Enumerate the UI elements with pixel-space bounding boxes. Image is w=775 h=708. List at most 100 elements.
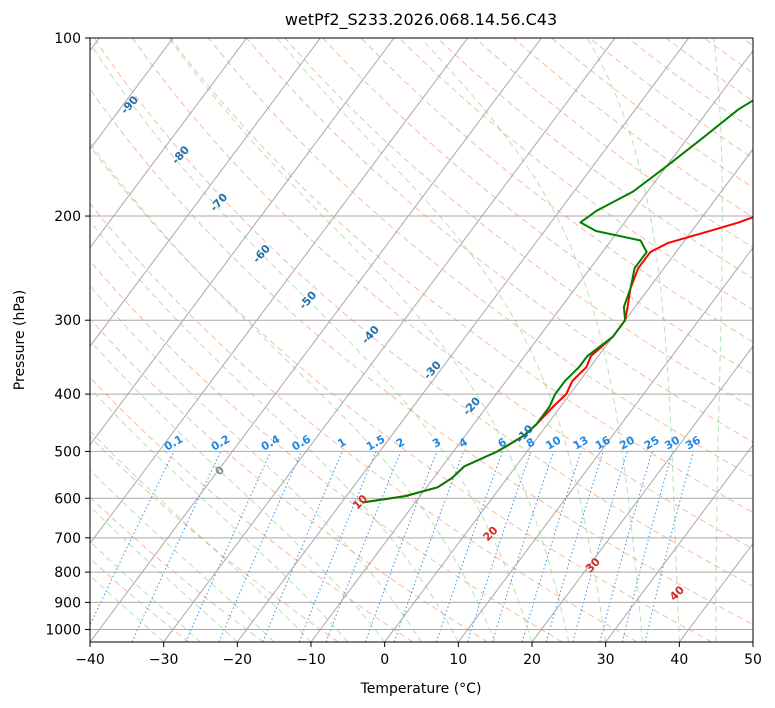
mixing-ratio-line [491,451,555,642]
isotherm-line [90,38,469,545]
isotherm-line [752,641,753,642]
mixing-ratio-label: 4 [457,435,470,450]
series-layer [362,99,753,504]
dry-adiabat-label: -100 [56,52,84,81]
mixing-ratio-lines [90,451,694,642]
y-tick-label: 200 [54,209,81,225]
isotherm-line [678,542,753,642]
mixing-ratio-label: 20 [617,433,637,452]
dry-adiabat-line [475,38,753,249]
dry-adiabat-line [208,38,753,478]
moist-adiabat-line [90,430,312,642]
dry-adiabat-line [90,318,488,642]
y-tick-label: 600 [54,491,81,507]
x-tick-label: 20 [523,652,541,668]
y-tick-label: 1000 [45,622,81,638]
dry-adiabat-line [90,260,563,642]
mixing-ratio-label: 8 [524,435,537,450]
x-axis-label: Temperature (°C) [360,681,482,697]
mixing-ratio-line [521,451,582,642]
isotherm-line [90,38,248,249]
dry-adiabat-label: -40 [359,323,382,347]
x-tick-label: 50 [744,652,762,668]
dry-adiabat-line [322,38,753,376]
mixing-ratio-label: 1.5 [364,432,387,453]
y-tick-label: 300 [54,313,81,329]
plot-frame [89,37,754,643]
mixing-ratio-line [364,451,438,642]
mixing-ratio-line [621,451,674,642]
mixing-ratio-line [185,451,272,642]
dry-adiabats [90,38,753,642]
moist-adiabat-line [90,285,422,642]
moist-adiabat-line [420,38,643,642]
mixing-ratio-label: 6 [496,435,509,450]
series-line [362,216,753,504]
mixing-ratio-line [435,451,503,642]
x-tick-label: −30 [149,652,179,668]
moist-adiabat-line [90,220,459,642]
x-tick-label: 30 [597,652,615,668]
chart-title: wetPf2_S233.2026.068.14.56.C43 [285,10,557,30]
y-tick-label: 900 [54,595,81,611]
dry-adiabat-label: -90 [118,93,141,117]
moist-adiabat-line [586,38,680,642]
mixing-ratio-line [393,451,465,642]
moist-adiabats [90,38,723,642]
mixing-ratio-label: 30 [662,433,682,452]
y-tick-label: 400 [54,387,81,403]
dry-adiabat-line [170,38,753,513]
moist-adiabat-line [713,38,723,642]
mixing-ratio-label: 1 [335,435,348,450]
moist-adiabat-line [90,540,201,642]
mixing-ratio-label: 0.1 [162,432,185,453]
y-tick-label: 800 [54,565,81,581]
series-line [362,99,753,504]
mixing-ratio-label: 10 [544,433,564,452]
dry-adiabat-line [513,38,753,218]
isotherm-line [90,38,321,348]
dry-adiabat-line [551,38,753,189]
x-tick-label: −20 [223,652,253,668]
mixing-ratio-line [262,451,343,642]
mixing-ratio-line [644,451,694,642]
plot-area: -100-90-80-70-60-50-40-30-20-100.1 0.2 0.4… [56,38,753,642]
x-axis: −40 −30 −20 −10 0 10 20 30 40 50 [75,642,762,668]
x-tick-label: 40 [670,652,688,668]
x-tick-label: −40 [75,652,105,668]
isotherm-line [457,246,753,642]
isotherm-line [605,444,753,642]
mixing-ratio-line [572,451,628,642]
moist-adiabat-line [90,505,238,642]
moist-adiabat-line [90,339,386,642]
isobars [90,38,753,630]
x-tick-label: 0 [380,652,389,668]
mixing-ratio-line [467,451,532,642]
y-tick-label: 500 [54,444,81,460]
moist-adiabat-line [168,38,570,642]
mixing-ratio-label: 0.4 [259,432,283,453]
isotherm-line [310,49,753,642]
dry-adiabat-line [90,88,753,626]
mixing-ratio-label: 0.2 [209,432,232,453]
dry-adiabat-line [93,38,753,587]
mixing-ratio-line [298,451,377,642]
dry-adiabat-label: -80 [169,143,192,167]
x-tick-label: 10 [449,652,467,668]
isotherm-line [236,38,690,642]
dry-adiabat-line [131,38,753,550]
y-axis-label: Pressure (hPa) [12,290,28,390]
dry-adiabat-line [90,376,414,642]
isotherm-line [163,38,616,642]
dry-adiabat-line [284,38,753,409]
isotherms [90,38,753,642]
moist-adiabat-label: 20 [481,524,501,544]
dry-adiabat-line [360,38,753,343]
dry-adiabat-line [90,496,264,642]
mixing-ratio-line [131,451,222,642]
isotherm-line [90,38,395,446]
moist-adiabat-line [90,574,165,642]
isotherm-line [90,38,174,150]
mixing-ratio-label: 16 [593,433,613,452]
